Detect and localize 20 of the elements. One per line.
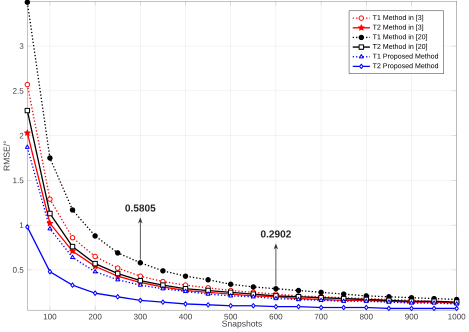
y-tick-label: 2 xyxy=(20,132,24,139)
x-tick-label: 400 xyxy=(178,314,192,320)
y-tick-label: 1.5 xyxy=(13,178,24,184)
x-tick-label: 300 xyxy=(134,314,147,320)
x-tick-label: 700 xyxy=(314,314,328,320)
y-tick-label: 2.5 xyxy=(12,88,24,94)
annotation: 0.5805 xyxy=(125,204,156,212)
x-tick-label: 500 xyxy=(224,314,238,320)
x-tick-label: 900 xyxy=(405,314,418,320)
x-tick-label: 200 xyxy=(88,314,102,320)
y-axis-title: RMSE/° xyxy=(3,141,10,170)
x-tick-label: 800 xyxy=(360,314,373,320)
y-tick-label: 1 xyxy=(20,222,24,228)
x-tick-label: 100 xyxy=(44,314,56,320)
y-tick-label: 3 xyxy=(20,43,24,50)
annotation: 0.2902 xyxy=(260,230,291,238)
y-tick-label: 0.5 xyxy=(12,267,24,273)
x-axis-title: Snapshots xyxy=(222,320,262,328)
x-tick-label: 600 xyxy=(270,314,282,320)
x-tick-label: 1000 xyxy=(448,314,466,320)
